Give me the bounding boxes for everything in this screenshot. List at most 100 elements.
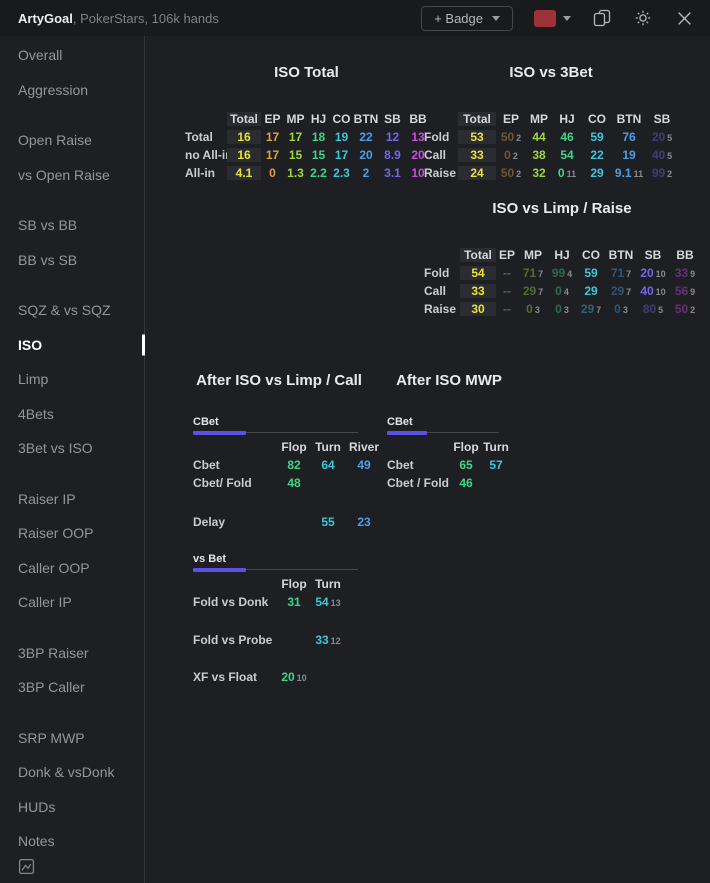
stat-value: 54	[560, 148, 574, 162]
stat-value: --	[503, 266, 511, 280]
table-row: Fold 54 -- 71 7 99 4 59 71 7 20 10 33 9	[424, 264, 700, 282]
stat-value: 55	[321, 515, 335, 529]
vs-bet-table: Flop Turn Fold vs Donk 31 54 13 Fold vs Probe 3…	[193, 575, 365, 686]
copy-icon[interactable]	[592, 8, 612, 28]
stat-value: 12	[385, 130, 400, 144]
sidebar-item-aggression[interactable]: Aggression	[0, 73, 144, 108]
col-header: EP	[502, 112, 519, 126]
stat-value: 48	[287, 476, 301, 490]
sidebar-item-vs-open-raise[interactable]: vs Open Raise	[0, 158, 144, 193]
stat-value: 46	[459, 476, 473, 490]
stat-value: 33	[458, 148, 496, 162]
stat-value: 16	[227, 148, 261, 162]
sidebar-item-label: Aggression	[18, 81, 89, 98]
sidebar-item-limp[interactable]: Limp	[0, 362, 144, 397]
image-icon[interactable]	[18, 858, 35, 875]
section-title: ISO vs Limp / Raise	[492, 200, 632, 217]
color-swatch	[534, 9, 556, 27]
sidebar-item-iso[interactable]: ISO	[0, 328, 145, 363]
sample-size: 2	[516, 133, 522, 143]
color-picker-button[interactable]	[534, 9, 571, 27]
stat-value: 3.1	[384, 166, 401, 180]
stat-value: 46	[560, 130, 574, 144]
sidebar-item-label: 3BP Caller	[18, 679, 85, 696]
sidebar-item-raiser-oop[interactable]: Raiser OOP	[0, 516, 144, 551]
stat-value: 2.2	[310, 166, 327, 180]
section-iso-total: ISO Total Total EP MP HJ CO BTN SB BB Total 16 17 1…	[185, 64, 428, 182]
stat-value: 31	[287, 595, 301, 609]
sidebar-group: Open Raise vs Open Raise	[0, 123, 144, 192]
sidebar-item-huds[interactable]: HUDs	[0, 790, 144, 825]
table-row: Cbet 65 57	[387, 456, 511, 474]
sidebar-item-sqz-vs-sqz[interactable]: SQZ & vs SQZ	[0, 293, 144, 328]
stat-value: 17	[265, 148, 280, 162]
stat-value: 53	[458, 130, 496, 144]
sidebar-item-raiser-ip[interactable]: Raiser IP	[0, 482, 144, 517]
stat-value: 99 4	[551, 266, 573, 280]
col-header: BB	[676, 248, 694, 262]
iso-total-table: Total EP MP HJ CO BTN SB BB Total 16 17 17 18 19 22 12 1…	[185, 110, 428, 182]
sidebar-item-label: SB vs BB	[18, 217, 78, 234]
sample-size: 4	[563, 287, 569, 297]
stat-value: 15	[311, 148, 326, 162]
section-title: After ISO vs Limp / Call	[196, 372, 362, 389]
cbet-block: CBet Flop Turn Cbet 65 57 Cbet / Fold 46	[387, 415, 511, 492]
table-header-row: Total EP MP HJ CO BTN SB	[424, 110, 678, 128]
sidebar-group: 3BP Raiser 3BP Caller	[0, 636, 144, 705]
col-header: CO	[332, 112, 351, 126]
stat-value: 40 10	[640, 284, 666, 298]
sidebar-item-3bp-caller[interactable]: 3BP Caller	[0, 670, 144, 705]
sidebar-item-caller-oop[interactable]: Caller OOP	[0, 551, 144, 586]
col-header: SB	[653, 112, 671, 126]
close-icon[interactable]	[674, 8, 694, 28]
sidebar-item-label: Raiser IP	[18, 490, 76, 507]
stat-value: 9.1 11	[614, 166, 644, 180]
col-header: SB	[384, 112, 401, 126]
sidebar-item-3bet-vs-iso[interactable]: 3Bet vs ISO	[0, 431, 144, 466]
sidebar-item-caller-ip[interactable]: Caller IP	[0, 585, 144, 620]
stat-value: 71 7	[522, 266, 544, 280]
section-title: ISO Total	[274, 64, 339, 81]
accent-divider	[387, 431, 511, 435]
sidebar-item-3bp-raiser[interactable]: 3BP Raiser	[0, 636, 144, 671]
stat-value: 80 5	[642, 302, 664, 316]
sample-size: 7	[538, 287, 544, 297]
row-label: Cbet / Fold	[387, 476, 449, 490]
row-label: Fold	[424, 266, 450, 280]
stat-value: 50 2	[674, 302, 696, 316]
sidebar-item-sb-vs-bb[interactable]: SB vs BB	[0, 208, 144, 243]
table-header-row: Flop Turn River	[193, 438, 379, 456]
sample-size: 2	[690, 305, 696, 315]
block-label: CBet	[193, 416, 219, 428]
sample-size: 7	[538, 269, 544, 279]
col-header: River	[348, 440, 380, 454]
col-header: HJ	[554, 248, 570, 262]
sidebar-item-notes[interactable]: Notes	[0, 824, 144, 859]
table-row: XF vs Float 20 10	[193, 668, 365, 686]
stat-value: 57	[489, 458, 503, 472]
iso-vs-3bet-table: Total EP MP HJ CO BTN SB Fold 53 50 2 44 46 59 76 20 5 Ca…	[424, 110, 678, 182]
stat-value: 0 11	[557, 166, 577, 180]
sidebar-item-bb-vs-sb[interactable]: BB vs SB	[0, 243, 144, 278]
badge-button[interactable]: + Badge	[421, 5, 513, 31]
stat-value: 22	[359, 130, 373, 144]
gear-icon[interactable]	[633, 8, 653, 28]
sidebar-item-label: vs Open Raise	[18, 166, 110, 183]
chevron-down-icon	[492, 15, 500, 21]
sidebar-item-srp-mwp[interactable]: SRP MWP	[0, 721, 144, 756]
row-label: Delay	[193, 515, 226, 529]
sidebar-item-overall[interactable]: Overall	[0, 38, 144, 73]
sidebar-item-4bets[interactable]: 4Bets	[0, 397, 144, 432]
stat-value: 18	[311, 130, 326, 144]
sidebar-item-open-raise[interactable]: Open Raise	[0, 123, 144, 158]
stat-value: 23	[357, 515, 371, 529]
stat-value: 49	[357, 458, 371, 472]
stat-value: --	[503, 302, 511, 316]
row-label: Call	[424, 148, 447, 162]
sidebar-item-label: 3Bet vs ISO	[18, 440, 93, 457]
sidebar-item-donk-vsdonk[interactable]: Donk & vsDonk	[0, 755, 144, 790]
stat-value: 54	[460, 266, 496, 280]
col-header: Total	[460, 248, 496, 262]
